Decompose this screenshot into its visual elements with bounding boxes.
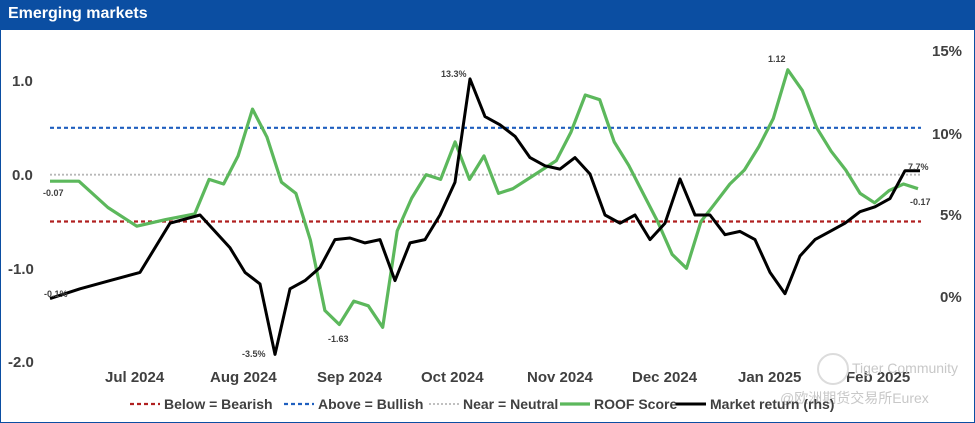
roof-annotation: -0.17 bbox=[910, 197, 931, 207]
market-annotation: 7.7% bbox=[908, 162, 929, 172]
right-tick-label: 15% bbox=[932, 43, 962, 60]
x-tick-label: Nov 2024 bbox=[527, 369, 594, 386]
left-tick-label: 1.0 bbox=[12, 73, 33, 90]
legend-neutral-label: Near = Neutral bbox=[463, 396, 558, 412]
legend-roof-label: ROOF Score bbox=[594, 396, 677, 412]
left-tick-label: 0.0 bbox=[12, 167, 33, 184]
market-annotation: -0.1% bbox=[44, 289, 68, 299]
legend-bearish-label: Below = Bearish bbox=[164, 396, 273, 412]
x-tick-label: Oct 2024 bbox=[421, 369, 484, 386]
x-tick-label: Sep 2024 bbox=[317, 369, 383, 386]
chart-header: Emerging markets bbox=[0, 0, 975, 30]
right-tick-label: 0% bbox=[940, 289, 962, 306]
x-tick-label: Jan 2025 bbox=[738, 369, 801, 386]
left-tick-label: -1.0 bbox=[8, 261, 34, 278]
watermark-line2: @欧洲期货交易所Eurex bbox=[780, 390, 929, 406]
legend-bullish-label: Above = Bullish bbox=[318, 396, 423, 412]
chart-title: Emerging markets bbox=[8, 5, 148, 22]
roof-score-line bbox=[50, 68, 919, 329]
market-annotation: 13.3% bbox=[441, 69, 467, 79]
x-tick-label: Feb 2025 bbox=[846, 369, 910, 386]
market-return-line bbox=[49, 77, 920, 356]
watermark-line1: Tiger Community bbox=[852, 360, 958, 376]
legend-market-label: Market return (rhs) bbox=[710, 396, 834, 412]
roof-annotation: -1.63 bbox=[328, 334, 349, 344]
market-annotation: -3.5% bbox=[242, 349, 266, 359]
left-tick-label: -2.0 bbox=[8, 354, 34, 371]
roof-annotation: 1.12 bbox=[768, 54, 786, 64]
right-tick-label: 10% bbox=[932, 126, 962, 143]
x-tick-label: Aug 2024 bbox=[210, 369, 277, 386]
tiger-logo-icon bbox=[817, 353, 849, 385]
roof-annotation: -0.07 bbox=[43, 188, 64, 198]
right-tick-label: 5% bbox=[940, 207, 962, 224]
x-tick-label: Dec 2024 bbox=[632, 369, 698, 386]
x-tick-label: Jul 2024 bbox=[105, 369, 165, 386]
